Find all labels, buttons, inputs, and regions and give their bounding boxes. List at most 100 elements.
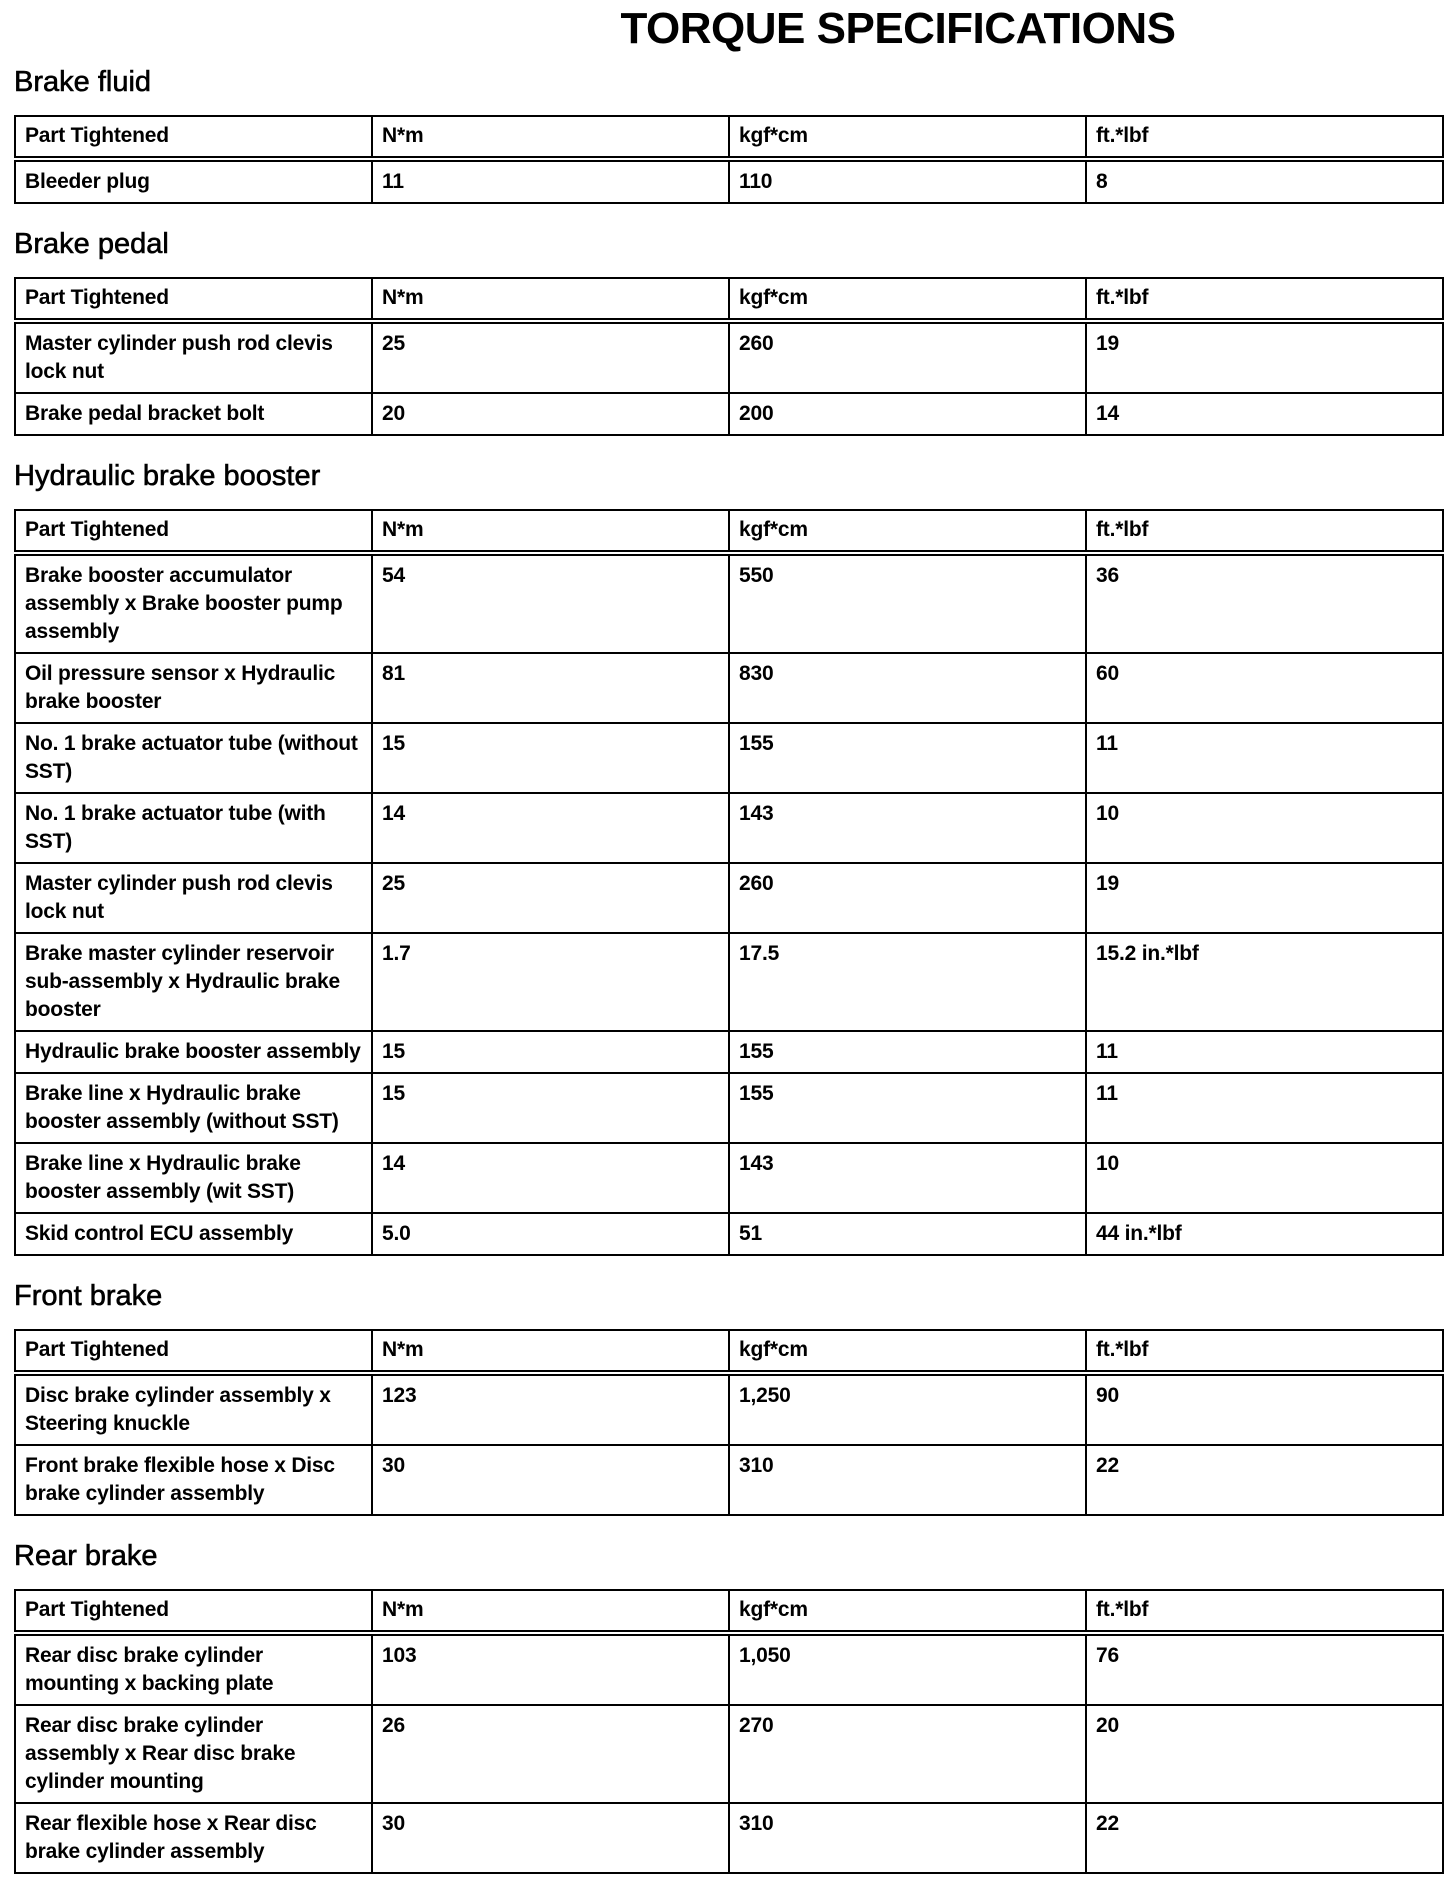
column-header-kgfcm: kgf*cm: [728, 115, 1087, 162]
table-row: Rear disc brake cylinder assembly x Rear…: [14, 1704, 1444, 1804]
cell-ftlbf: 10: [1085, 1142, 1444, 1214]
cell-kgfcm: 270: [728, 1704, 1087, 1804]
cell-nm: 103: [371, 1632, 730, 1706]
column-header-kgfcm: kgf*cm: [728, 509, 1087, 556]
cell-nm: 123: [371, 1372, 730, 1446]
cell-nm: 81: [371, 652, 730, 724]
cell-nm: 15: [371, 722, 730, 794]
cell-part: Brake booster accumulator assembly x Bra…: [14, 552, 373, 654]
section-brake-pedal: Brake pedal Part Tightened N*m kgf*cm ft.*lb…: [14, 224, 1444, 436]
cell-part: Bleeder plug: [14, 158, 373, 204]
cell-nm: 1.7: [371, 932, 730, 1032]
cell-part: Brake line x Hydraulic brake booster ass…: [14, 1072, 373, 1144]
cell-kgfcm: 51: [728, 1212, 1087, 1256]
cell-kgfcm: 260: [728, 320, 1087, 394]
cell-ftlbf: 14: [1085, 392, 1444, 436]
table-row: Front brake flexible hose x Disc brake c…: [14, 1444, 1444, 1516]
cell-ftlbf: 44 in.*lbf: [1085, 1212, 1444, 1256]
column-header-kgfcm: kgf*cm: [728, 277, 1087, 324]
cell-part: Brake line x Hydraulic brake booster ass…: [14, 1142, 373, 1214]
cell-nm: 15: [371, 1030, 730, 1074]
table-header-row: Part Tightened N*m kgf*cm ft.*lbf: [14, 509, 1444, 556]
torque-table: Part Tightened N*m kgf*cm ft.*lbf Rear disc …: [14, 1589, 1444, 1874]
section-front-brake: Front brake Part Tightened N*m kgf*cm ft.*lb…: [14, 1276, 1444, 1516]
column-header-part: Part Tightened: [14, 1329, 373, 1376]
cell-part: Skid control ECU assembly: [14, 1212, 373, 1256]
cell-ftlbf: 10: [1085, 792, 1444, 864]
table-row: Bleeder plug 11 110 8: [14, 158, 1444, 204]
cell-nm: 25: [371, 320, 730, 394]
column-header-ftlbf: ft.*lbf: [1085, 509, 1444, 556]
section-heading: Hydraulic brake booster: [14, 460, 321, 493]
column-header-kgfcm: kgf*cm: [728, 1589, 1087, 1636]
column-header-nm: N*m: [371, 277, 730, 324]
section-heading: Rear brake: [14, 1540, 158, 1573]
cell-ftlbf: 22: [1085, 1444, 1444, 1516]
column-header-part: Part Tightened: [14, 1589, 373, 1636]
cell-kgfcm: 550: [728, 552, 1087, 654]
cell-kgfcm: 110: [728, 158, 1087, 204]
table-row: Oil pressure sensor x Hydraulic brake bo…: [14, 652, 1444, 724]
section-heading: Brake fluid: [14, 66, 152, 99]
table-row: Master cylinder push rod clevis lock nut…: [14, 320, 1444, 394]
cell-part: Rear disc brake cylinder mounting x back…: [14, 1632, 373, 1706]
column-header-nm: N*m: [371, 115, 730, 162]
cell-part: Oil pressure sensor x Hydraulic brake bo…: [14, 652, 373, 724]
cell-kgfcm: 155: [728, 1030, 1087, 1074]
cell-kgfcm: 17.5: [728, 932, 1087, 1032]
section-hydraulic-brake-booster: Hydraulic brake booster Part Tightened N*m…: [14, 456, 1444, 1256]
table-header-row: Part Tightened N*m kgf*cm ft.*lbf: [14, 1589, 1444, 1636]
cell-ftlbf: 15.2 in.*lbf: [1085, 932, 1444, 1032]
table-header-row: Part Tightened N*m kgf*cm ft.*lbf: [14, 1329, 1444, 1376]
cell-part: Front brake flexible hose x Disc brake c…: [14, 1444, 373, 1516]
cell-part: Master cylinder push rod clevis lock nut: [14, 320, 373, 394]
cell-nm: 5.0: [371, 1212, 730, 1256]
cell-ftlbf: 11: [1085, 1030, 1444, 1074]
cell-part: Rear flexible hose x Rear disc brake cyl…: [14, 1802, 373, 1874]
column-header-ftlbf: ft.*lbf: [1085, 277, 1444, 324]
cell-ftlbf: 20: [1085, 1704, 1444, 1804]
cell-part: Rear disc brake cylinder assembly x Rear…: [14, 1704, 373, 1804]
cell-kgfcm: 310: [728, 1802, 1087, 1874]
cell-ftlbf: 60: [1085, 652, 1444, 724]
cell-kgfcm: 155: [728, 1072, 1087, 1144]
section-heading: Brake pedal: [14, 228, 169, 261]
cell-nm: 26: [371, 1704, 730, 1804]
column-header-ftlbf: ft.*lbf: [1085, 115, 1444, 162]
cell-nm: 14: [371, 792, 730, 864]
cell-part: Brake pedal bracket bolt: [14, 392, 373, 436]
cell-nm: 14: [371, 1142, 730, 1214]
cell-nm: 30: [371, 1802, 730, 1874]
table-header-row: Part Tightened N*m kgf*cm ft.*lbf: [14, 277, 1444, 324]
cell-ftlbf: 76: [1085, 1632, 1444, 1706]
section-heading: Front brake: [14, 1280, 163, 1313]
table-row: Hydraulic brake booster assembly 15 155 11: [14, 1030, 1444, 1074]
column-header-ftlbf: ft.*lbf: [1085, 1329, 1444, 1376]
cell-ftlbf: 90: [1085, 1372, 1444, 1446]
torque-table: Part Tightened N*m kgf*cm ft.*lbf Brake boos…: [14, 509, 1444, 1256]
table-row: No. 1 brake actuator tube (without SST) 1…: [14, 722, 1444, 794]
cell-ftlbf: 11: [1085, 722, 1444, 794]
table-row: No. 1 brake actuator tube (with SST) 14 14…: [14, 792, 1444, 864]
cell-nm: 20: [371, 392, 730, 436]
cell-ftlbf: 19: [1085, 862, 1444, 934]
cell-kgfcm: 830: [728, 652, 1087, 724]
cell-nm: 25: [371, 862, 730, 934]
table-row: Master cylinder push rod clevis lock nut…: [14, 862, 1444, 934]
table-row: Brake booster accumulator assembly x Bra…: [14, 552, 1444, 654]
torque-table: Part Tightened N*m kgf*cm ft.*lbf Master cyl…: [14, 277, 1444, 436]
column-header-kgfcm: kgf*cm: [728, 1329, 1087, 1376]
spec-sections: Brake fluid Part Tightened N*m kgf*cm ft.*lb…: [14, 62, 1444, 1894]
cell-ftlbf: 11: [1085, 1072, 1444, 1144]
cell-nm: 15: [371, 1072, 730, 1144]
cell-nm: 11: [371, 158, 730, 204]
cell-kgfcm: 260: [728, 862, 1087, 934]
table-row: Brake line x Hydraulic brake booster ass…: [14, 1072, 1444, 1144]
table-row: Disc brake cylinder assembly x Steering …: [14, 1372, 1444, 1446]
cell-kgfcm: 155: [728, 722, 1087, 794]
table-row: Rear disc brake cylinder mounting x back…: [14, 1632, 1444, 1706]
column-header-nm: N*m: [371, 1329, 730, 1376]
column-header-part: Part Tightened: [14, 277, 373, 324]
cell-kgfcm: 1,250: [728, 1372, 1087, 1446]
cell-ftlbf: 19: [1085, 320, 1444, 394]
